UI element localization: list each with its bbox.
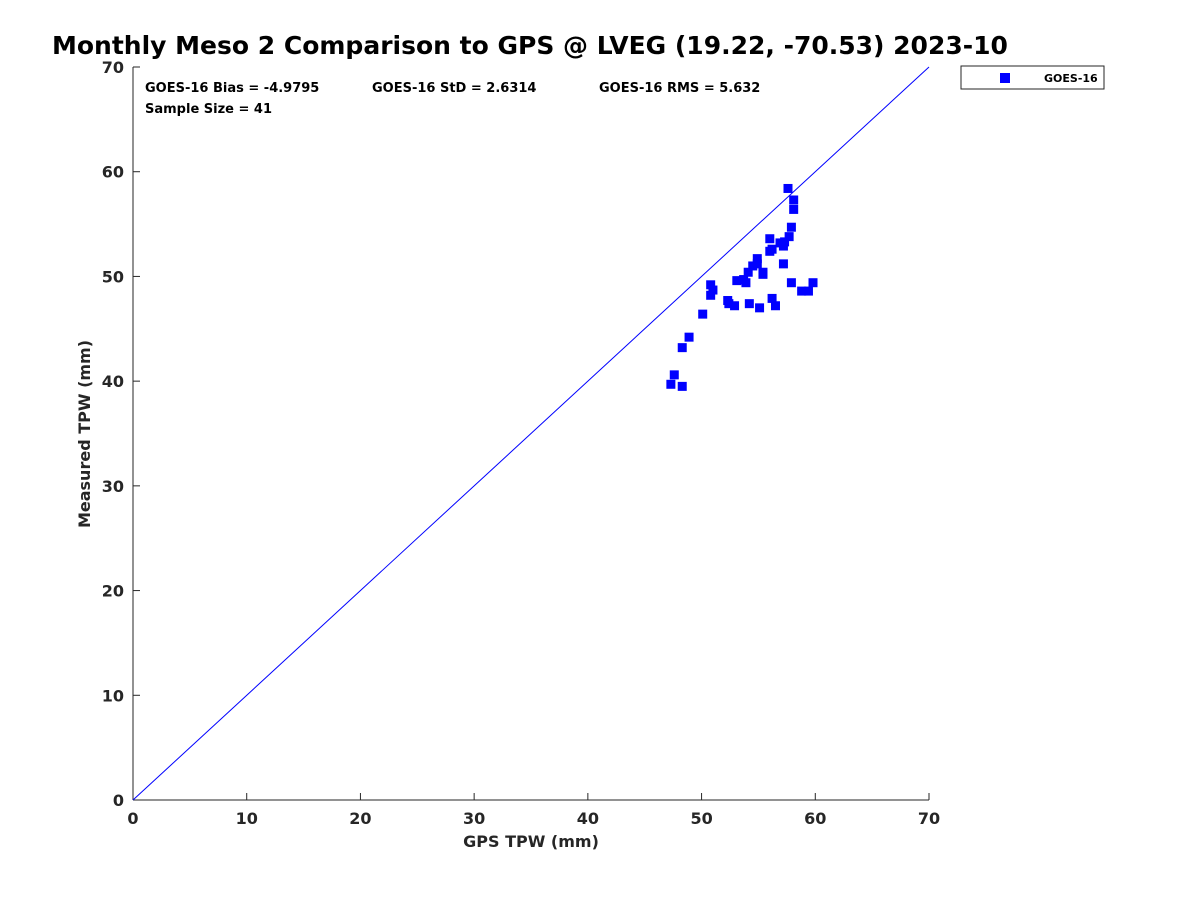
- data-point: [684, 332, 694, 342]
- data-point: [698, 309, 708, 319]
- plot-area: 0 10 20 30 40 50 60 70 0 10 20 30 40 50 60 70: [102, 58, 940, 828]
- data-point: [765, 234, 775, 244]
- stat-sample-size: Sample Size = 41: [145, 102, 272, 117]
- y-axis-label: Measured TPW (mm): [75, 340, 94, 528]
- data-point: [803, 286, 813, 296]
- data-point: [666, 379, 676, 389]
- data-point: [677, 381, 687, 391]
- y-axis-ticks: 0 10 20 30 40 50 60 70: [102, 58, 140, 810]
- data-point: [706, 290, 716, 300]
- data-point: [767, 293, 777, 303]
- x-axis-ticks: 0 10 20 30 40 50 60 70: [127, 793, 940, 828]
- x-tick-label: 30: [463, 809, 485, 828]
- data-point: [755, 303, 765, 313]
- data-point: [741, 278, 751, 288]
- y-tick-label: 30: [102, 477, 124, 496]
- data-point: [786, 278, 796, 288]
- data-point: [752, 254, 762, 264]
- data-point: [786, 222, 796, 232]
- data-point: [752, 259, 762, 269]
- y-tick-label: 10: [102, 686, 124, 705]
- y-tick-label: 20: [102, 582, 124, 601]
- y-tick-label: 60: [102, 163, 124, 182]
- data-point: [778, 259, 788, 269]
- y-tick-label: 50: [102, 267, 124, 286]
- y-tick-label: 70: [102, 58, 124, 77]
- data-point: [758, 269, 768, 279]
- legend: GOES-16: [960, 65, 1105, 90]
- data-point: [780, 237, 790, 247]
- data-point: [789, 204, 799, 214]
- y-tick-label: 0: [113, 791, 124, 810]
- x-tick-label: 50: [690, 809, 712, 828]
- legend-box: [960, 65, 1105, 90]
- chart-title: Monthly Meso 2 Comparison to GPS @ LVEG …: [52, 31, 1008, 60]
- data-point: [708, 285, 718, 295]
- x-tick-label: 10: [236, 809, 258, 828]
- x-axis-label: GPS TPW (mm): [463, 832, 599, 851]
- x-tick-label: 70: [918, 809, 940, 828]
- data-point: [732, 276, 742, 286]
- data-point: [783, 183, 793, 193]
- data-point: [797, 286, 807, 296]
- x-tick-label: 60: [804, 809, 826, 828]
- stat-std: GOES-16 StD = 2.6314: [372, 81, 536, 96]
- x-tick-label: 20: [349, 809, 371, 828]
- legend-marker-square: [1000, 73, 1010, 83]
- data-point: [724, 299, 734, 309]
- stat-rms: GOES-16 RMS = 5.632: [599, 81, 760, 96]
- data-point: [677, 343, 687, 353]
- data-point: [770, 301, 780, 311]
- goes16-points: [666, 183, 818, 391]
- data-point: [706, 280, 716, 290]
- data-point: [730, 301, 740, 311]
- data-point: [767, 244, 777, 254]
- x-tick-label: 40: [577, 809, 599, 828]
- data-point: [744, 299, 754, 309]
- y-tick-label: 40: [102, 372, 124, 391]
- data-point: [743, 267, 753, 277]
- data-point: [784, 232, 794, 242]
- x-tick-label: 0: [127, 809, 138, 828]
- data-point: [669, 370, 679, 380]
- stat-bias: GOES-16 Bias = -4.9795: [145, 81, 319, 96]
- legend-label: GOES-16: [1044, 72, 1098, 85]
- data-point: [808, 278, 818, 288]
- data-point: [748, 261, 758, 271]
- one-to-one-line: [132, 66, 930, 801]
- data-point: [789, 195, 799, 205]
